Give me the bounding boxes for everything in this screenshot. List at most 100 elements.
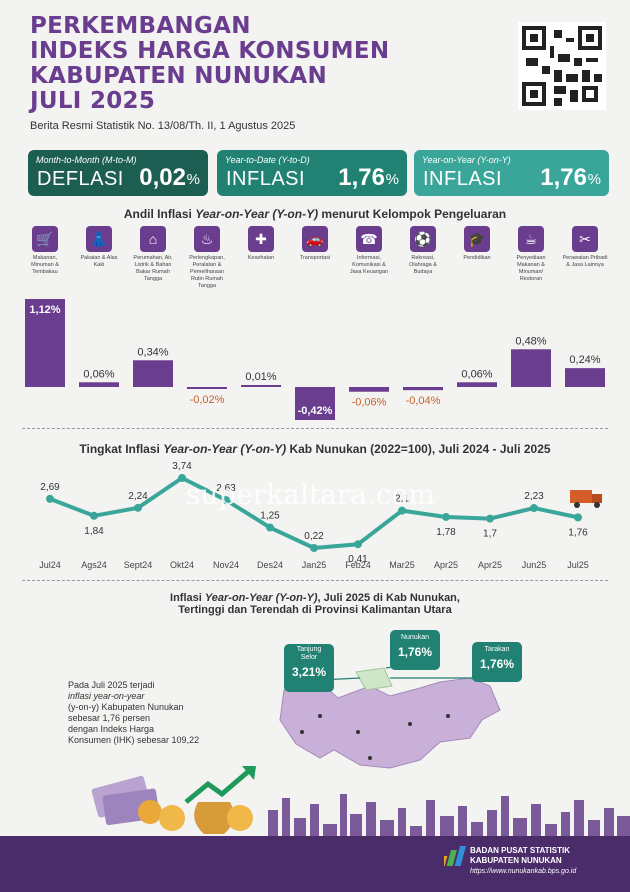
title-line: JULI 2025 — [30, 88, 156, 114]
stat-value: 1,76 — [338, 164, 385, 191]
x-tick-label: Jul25 — [567, 560, 589, 570]
note-line: dengan Indeks Harga — [68, 724, 155, 734]
bar-label: 0,48% — [515, 335, 546, 347]
category-label: Informasi, Komunikasi & Jasa Keuangan — [349, 255, 389, 275]
map-title-line2: Tertinggi dan Terendah di Provinsi Kalim… — [178, 604, 452, 616]
org-url[interactable]: https://www.nunukankab.bps.go.id — [470, 868, 577, 875]
page-title: PERKEMBANGAN INDEKS HARGA KONSUMEN KABUP… — [30, 14, 500, 114]
data-point — [486, 514, 494, 523]
stat-kind: INFLASI — [423, 168, 503, 190]
stat-kind: INFLASI — [226, 168, 306, 190]
stat-kind: DEFLASI — [37, 168, 124, 190]
stat-unit: % — [385, 171, 399, 188]
bar-label: 0,24% — [569, 354, 600, 366]
callout-value: 1,76% — [397, 645, 433, 659]
bar — [187, 387, 227, 389]
callout-tarakan: Tarakan 1,76% — [472, 642, 522, 682]
data-point — [530, 504, 538, 513]
summary-note: Pada Juli 2025 terjadi inflasi year-on-y… — [68, 680, 218, 746]
line-title-em: Year-on-Year (Y-on-Y) — [163, 442, 287, 456]
org-name: BADAN PUSAT STATISTIK KABUPATEN NUNUKAN — [470, 846, 570, 866]
divider — [22, 580, 608, 581]
category-label: Perumahan, Air, Listrik & Bahan Bakar Ru… — [133, 255, 173, 282]
truck-icon — [568, 486, 608, 515]
andil-bar-chart: 1,12% 0,06% 0,34% -0,02% 0,01% -0,42% -0,06% -0… — [25, 299, 605, 420]
map-title-post: , Juli 2025 di Kab Nunukan, — [317, 592, 460, 604]
data-label: 1,76 — [568, 527, 588, 538]
stat-value: 1,76 — [540, 164, 587, 191]
line-title-post: Kab Nunukan (2022=100), Juli 2024 - Juli… — [286, 442, 551, 456]
line-chart-title: Tingkat Inflasi Year-on-Year (Y-on-Y) Ka… — [0, 442, 630, 456]
note-line: (y-on-y) Kabupaten Nunukan — [68, 702, 184, 712]
callout-value: 3,21% — [291, 665, 327, 679]
data-point — [310, 544, 318, 552]
bar-label: 0,06% — [83, 368, 114, 380]
data-label: 1,7 — [483, 529, 497, 540]
bar-label: 1,12% — [29, 304, 60, 316]
bar-label: -0,04% — [406, 395, 441, 407]
bar — [511, 349, 551, 387]
note-line: sebesar 1,76 persen — [68, 713, 151, 723]
footer-bar — [0, 836, 630, 892]
car-icon: 🚗 — [302, 226, 328, 252]
data-point — [90, 511, 98, 520]
x-tick-label: Sept24 — [124, 560, 153, 570]
stat-value: 0,02 — [139, 164, 186, 191]
phone-icon: ☎ — [356, 226, 382, 252]
category-item: 👗 Pakaian & Alas Kaki — [76, 226, 122, 269]
food-tray-icon: ☕ — [518, 226, 544, 252]
data-point — [398, 506, 406, 515]
stat-label: Year-to-Date (Y-to-D) — [225, 155, 310, 165]
callout-name: Nunukan — [400, 634, 430, 641]
andil-title-em: Year-on-Year (Y-on-Y) — [195, 207, 319, 221]
category-label: Penyediaan Makanan & Minuman/ Restoran — [516, 255, 546, 282]
subtitle: Berita Resmi Statistik No. 13/08/Th. II,… — [30, 120, 296, 132]
bar-label: 0,06% — [461, 368, 492, 380]
category-label: Pakaian & Alas Kaki — [80, 255, 118, 268]
data-point — [134, 503, 142, 512]
bar — [241, 385, 281, 387]
data-point — [222, 496, 230, 505]
category-item: 🛒 Makanan, Minuman & Tembakau — [22, 226, 68, 276]
category-item: ☕ Penyediaan Makanan & Minuman/ Restoran — [508, 226, 554, 283]
data-label: 2,63 — [216, 483, 236, 494]
bps-logo-icon — [438, 846, 466, 873]
data-label: 2,24 — [128, 491, 148, 502]
tools-icon: ✂ — [572, 226, 598, 252]
bar-label: -0,02% — [190, 394, 225, 406]
qr-code-icon[interactable] — [518, 22, 606, 110]
x-tick-label: Apr25 — [434, 560, 458, 570]
house-icon: ⌂ — [140, 226, 166, 252]
stat-mtm: Month-to-Month (M-to-M) DEFLASI 0,02 % — [28, 150, 208, 196]
bar — [457, 382, 497, 387]
category-label: Rekreasi, Olahraga & Budaya — [409, 255, 437, 275]
sport-icon: ⚽ — [410, 226, 436, 252]
iron-icon: ♨ — [194, 226, 220, 252]
map-title-em: Year-on-Year (Y-on-Y) — [204, 592, 318, 604]
note-line: Konsumen (IHK) sebesar 109,22 — [68, 735, 200, 745]
category-item: ♨ Perlengkapan, Peralatan & Pemeliharaan … — [184, 226, 230, 290]
bar — [349, 387, 389, 392]
stat-yoy: Year-on-Year (Y-on-Y) INFLASI 1,76 % — [414, 150, 609, 196]
line-title-pre: Tingkat Inflasi — [79, 442, 164, 456]
callout-name: Tanjung Selor — [296, 646, 322, 661]
stat-label: Month-to-Month (M-to-M) — [36, 155, 137, 165]
data-label: 2,1 — [395, 494, 409, 505]
andil-title: Andil Inflasi Year-on-Year (Y-on-Y) menu… — [0, 207, 630, 221]
data-label: 2,69 — [40, 482, 60, 493]
stat-label: Year-on-Year (Y-on-Y) — [422, 155, 511, 165]
callout-name: Tarakan — [484, 646, 510, 653]
category-item: 🎓 Pendidikan — [454, 226, 500, 262]
data-point — [266, 523, 274, 532]
title-line: INDEKS HARGA KONSUMEN — [30, 38, 390, 64]
x-tick-label: Jun25 — [522, 560, 547, 570]
category-item: ✚ Kesehatan — [238, 226, 284, 262]
money-illustration-icon — [91, 766, 256, 834]
bar — [403, 387, 443, 391]
divider — [22, 428, 608, 429]
note-line: Pada Juli 2025 terjadi — [68, 680, 155, 690]
data-label: 0,41 — [348, 554, 368, 565]
callout-nunukan: Nunukan 1,76% — [390, 630, 440, 670]
x-tick-label: Jan25 — [302, 560, 327, 570]
bar-label: -0,42% — [298, 405, 333, 417]
